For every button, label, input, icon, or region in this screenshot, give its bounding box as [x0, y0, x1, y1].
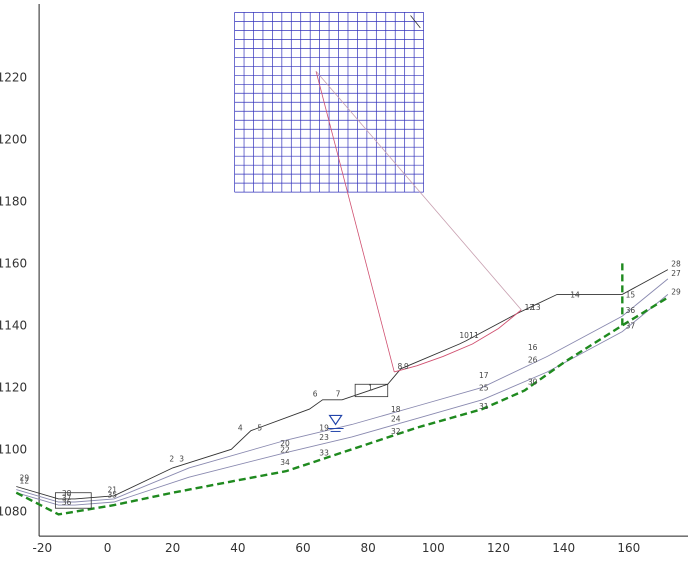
point-label: 25 [479, 383, 489, 392]
point-label: 13 [531, 303, 541, 312]
x-tick-label: 60 [295, 541, 310, 555]
point-label: 22 [280, 445, 290, 454]
point-label: 10 [459, 331, 469, 340]
point-label: 4 [238, 424, 243, 433]
x-tick-label: 160 [617, 541, 640, 555]
point-label: 37 [62, 493, 72, 502]
grid-corner-mark [410, 15, 421, 29]
point-label: 14 [570, 290, 580, 299]
x-tick-label: 40 [230, 541, 245, 555]
point-label: 5 [257, 424, 262, 433]
point-label: 32 [391, 427, 401, 436]
point-label: 19 [319, 424, 329, 433]
x-tick-label: 120 [487, 541, 510, 555]
profile-lines [15, 71, 669, 516]
y-tick-label: 1140 [0, 318, 27, 332]
x-tick-label: 80 [361, 541, 376, 555]
point-label: 6 [313, 390, 318, 399]
search-grid [234, 12, 424, 193]
radius-line-start [315, 71, 395, 372]
x-tick-label: 20 [165, 541, 180, 555]
x-tick-label: 140 [552, 541, 575, 555]
y-tick-label: 1120 [0, 380, 27, 394]
point-label: 7 [336, 390, 341, 399]
point-label: 33 [319, 449, 329, 458]
label-box-left [54, 492, 92, 509]
axes [38, 4, 688, 537]
markers [54, 15, 421, 509]
x-tick-label: 0 [104, 541, 112, 555]
point-label: 23 [319, 433, 329, 442]
point-label: 12 [20, 476, 30, 485]
ground-line [16, 269, 669, 500]
point-label: 35 [108, 490, 118, 499]
y-tick-label: 1180 [0, 194, 27, 208]
point-label: 31 [479, 402, 489, 411]
point-label: 28 [671, 260, 681, 269]
point-label: 17 [479, 371, 489, 380]
point-label: 20 [280, 439, 290, 448]
point-label: 3 [179, 455, 184, 464]
label-box-one [354, 383, 389, 398]
point-label: 27 [671, 269, 681, 278]
layer-line [16, 278, 669, 503]
point-label: 15 [626, 290, 636, 299]
point-label: 30 [528, 377, 538, 386]
point-label: 2 [169, 455, 174, 464]
tick-labels: -20 0 20 40 60 80 100 120 140 1601080110011201140… [0, 70, 640, 555]
point-label: 36 [62, 498, 72, 507]
point-label: 38 [62, 489, 72, 498]
point-label: 24 [391, 414, 401, 423]
point-label: 18 [391, 405, 401, 414]
x-tick-label: -20 [33, 541, 53, 555]
point-label: 9 [404, 362, 409, 371]
point-label: 29 [671, 287, 681, 296]
y-tick-label: 1220 [0, 70, 27, 84]
radius-line-end [315, 71, 522, 311]
point-label: 16 [528, 343, 538, 352]
y-tick-label: 1100 [0, 442, 27, 456]
point-label: 34 [280, 458, 290, 467]
point-label: 26 [528, 356, 538, 365]
point-label: 12 [525, 303, 535, 312]
water-level-icon [328, 414, 343, 426]
point-label: 8 [398, 362, 403, 371]
point-label: 29 [20, 473, 30, 482]
y-tick-label: 1080 [0, 504, 27, 518]
x-tick-label: 100 [422, 541, 445, 555]
slip-line [394, 309, 522, 373]
point-label: 11 [469, 331, 479, 340]
point-label: 37 [626, 321, 636, 330]
y-tick-label: 1160 [0, 256, 27, 270]
bedrock-line [15, 296, 669, 516]
point-label: 1 [368, 383, 373, 392]
y-tick-label: 1200 [0, 132, 27, 146]
point-label: 21 [108, 486, 118, 495]
point-label: 36 [626, 306, 636, 315]
